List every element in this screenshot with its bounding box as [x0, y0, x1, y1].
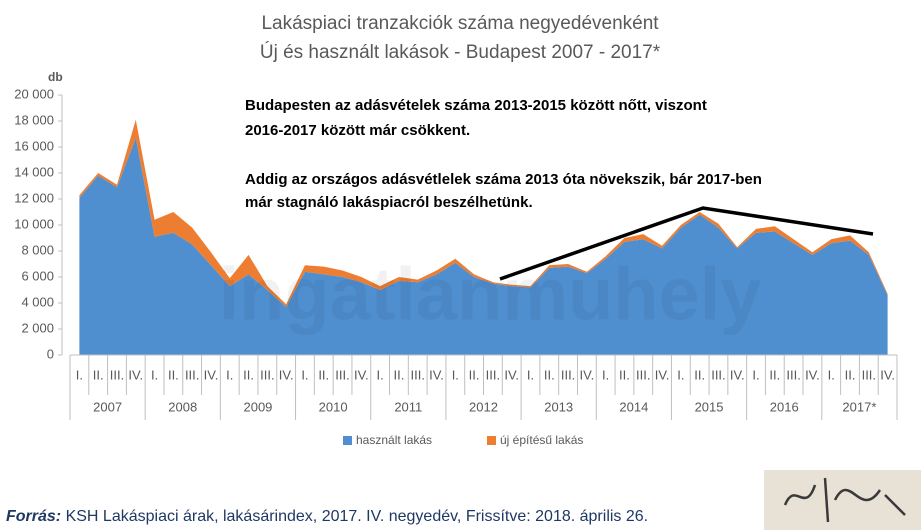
- x-tick-label: I.: [452, 367, 459, 382]
- year-label: 2013: [544, 399, 573, 414]
- y-tick-label: 4 000: [21, 294, 54, 309]
- year-label: 2017*: [842, 399, 876, 414]
- y-tick-label: 0: [47, 346, 54, 361]
- x-tick-label: II.: [694, 367, 705, 382]
- y-tick-label: 16 000: [14, 138, 54, 153]
- x-tick-label: IV.: [504, 367, 519, 382]
- year-label: 2010: [319, 399, 348, 414]
- x-tick-label: IV.: [880, 367, 895, 382]
- x-tick-label: III.: [335, 367, 349, 382]
- trend-line: [499, 206, 874, 281]
- x-tick-label: III.: [410, 367, 424, 382]
- x-tick-label: I.: [602, 367, 609, 382]
- y-tick-label: 10 000: [14, 216, 54, 231]
- x-tick-label: I.: [527, 367, 534, 382]
- x-tick-label: IV.: [580, 367, 595, 382]
- x-tick-label: II.: [168, 367, 179, 382]
- year-label: 2016: [770, 399, 799, 414]
- x-tick-label: II.: [243, 367, 254, 382]
- x-tick-label: III.: [862, 367, 876, 382]
- x-tick-label: III.: [636, 367, 650, 382]
- year-label: 2015: [695, 399, 724, 414]
- x-tick-label: III.: [110, 367, 124, 382]
- year-label: 2008: [168, 399, 197, 414]
- year-label: 2007: [93, 399, 122, 414]
- x-tick-label: IV.: [354, 367, 369, 382]
- legend-label: új építésű lakás: [500, 433, 583, 447]
- logo-mark: [783, 477, 906, 523]
- x-tick-label: II.: [393, 367, 404, 382]
- x-tick-label: II.: [845, 367, 856, 382]
- x-tick-label: IV.: [204, 367, 219, 382]
- y-tick-label: 18 000: [14, 112, 54, 127]
- x-tick-label: III.: [185, 367, 199, 382]
- x-tick-label: I.: [377, 367, 384, 382]
- year-label: 2011: [394, 399, 422, 414]
- x-tick-label: I.: [76, 367, 83, 382]
- x-tick-label: IV.: [730, 367, 745, 382]
- x-tick-label: II.: [318, 367, 329, 382]
- annotation: Budapesten az adásvételek száma 2013-201…: [245, 97, 707, 114]
- legend-swatch: [487, 436, 496, 445]
- y-axis-label: db: [48, 70, 63, 84]
- x-tick-label: III.: [260, 367, 274, 382]
- x-tick-label: III.: [486, 367, 500, 382]
- x-tick-label: II.: [469, 367, 480, 382]
- area: [79, 137, 888, 355]
- legend: használt lakás új építésű lakás: [343, 433, 583, 447]
- legend-label: használt lakás: [356, 433, 432, 447]
- annotation: Addig az országos adásvétlelek száma 201…: [245, 171, 762, 188]
- annotation: 2016-2017 között már csökkent.: [245, 122, 470, 139]
- chart-subtitle: Új és használt lakások - Budapest 2007 -…: [260, 41, 661, 63]
- x-tick-label: II.: [93, 367, 104, 382]
- x-tick-label: II.: [769, 367, 780, 382]
- x-tick-label: II.: [619, 367, 630, 382]
- plot: 0 2 000 4 000 6 000 8 000 10 000 12 000 14 000 1…: [14, 86, 898, 420]
- x-tick-label: IV.: [805, 367, 820, 382]
- x-tick-label: I.: [301, 367, 308, 382]
- source-text: KSH Lakáspiaci árak, lakásárindex, 2017.…: [61, 508, 648, 525]
- logo-box: [764, 470, 921, 530]
- x-tick-label: III.: [786, 367, 800, 382]
- y-tick-label: 6 000: [21, 268, 54, 283]
- y-tick-label: 14 000: [14, 164, 54, 179]
- year-label: 2014: [619, 399, 648, 414]
- y-tick-label: 20 000: [14, 86, 54, 101]
- annotation: már stagnáló lakáspiacról beszélhetünk.: [245, 194, 533, 211]
- legend-swatch: [343, 436, 352, 445]
- year-label: 2012: [469, 399, 498, 414]
- source: Forrás: KSH Lakáspiaci árak, lakásárinde…: [6, 508, 648, 525]
- logo: [764, 470, 921, 530]
- x-tick-label: III.: [711, 367, 725, 382]
- x-tick-label: IV.: [279, 367, 294, 382]
- y-tick-label: 8 000: [21, 242, 54, 257]
- x-tick-label: II.: [544, 367, 555, 382]
- x-tick-label: III.: [561, 367, 575, 382]
- source-label: Forrás:: [6, 508, 61, 525]
- x-tick-label: I.: [151, 367, 158, 382]
- x-tick-label: IV.: [128, 367, 143, 382]
- y-tick-label: 12 000: [14, 190, 54, 205]
- y-tick-label: 2 000: [21, 320, 54, 335]
- x-tick-label: I.: [752, 367, 759, 382]
- x-tick-label: I.: [677, 367, 684, 382]
- chart-title: Lakáspiaci tranzakciók száma negyedévenk…: [261, 13, 659, 34]
- x-tick-label: IV.: [429, 367, 444, 382]
- x-tick-label: I.: [226, 367, 233, 382]
- year-label: 2009: [243, 399, 272, 414]
- watermark: ingatlanmuhely: [219, 253, 762, 336]
- x-tick-label: IV.: [655, 367, 670, 382]
- x-tick-label: I.: [828, 367, 835, 382]
